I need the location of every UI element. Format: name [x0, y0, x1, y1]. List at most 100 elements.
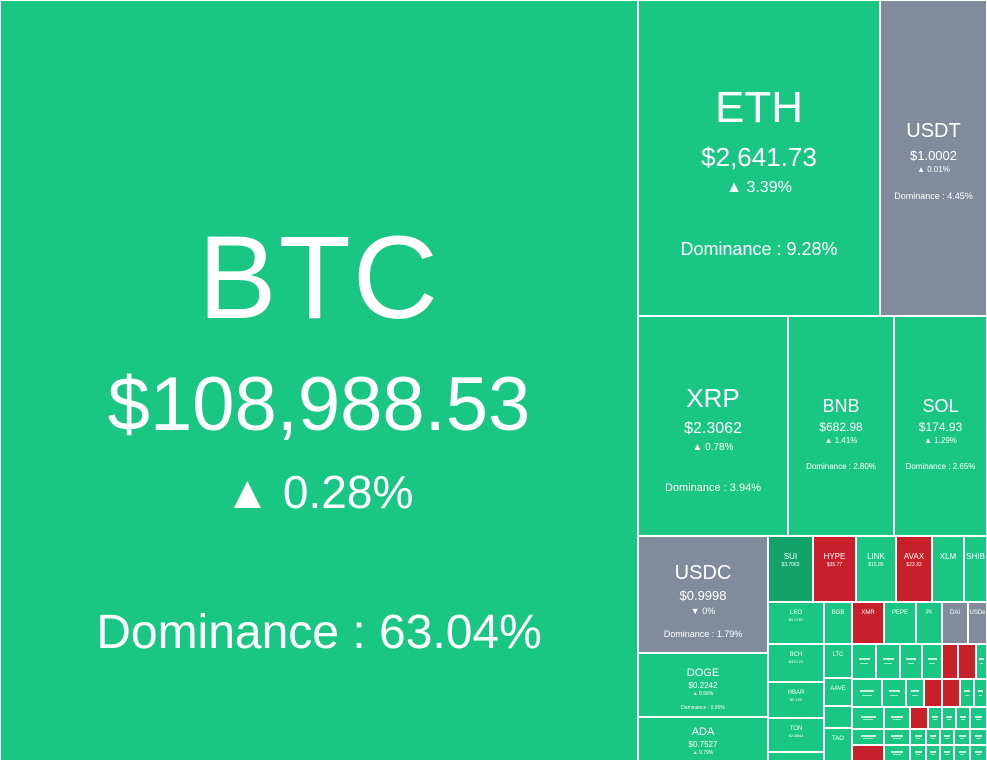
tile-sol[interactable]: SOL $174.93 ▲ 1.29% Dominance : 2.65%: [894, 316, 987, 536]
tile-price: $2.8844: [788, 733, 804, 738]
tile-ada[interactable]: ADA $0.7527 ▲ 0.79%: [638, 717, 768, 761]
tile-price: $2.3062: [684, 420, 742, 437]
tile-near[interactable]: [882, 679, 906, 707]
tile-usde[interactable]: USDe: [968, 602, 987, 644]
tile-symbol: HYPE: [823, 552, 846, 561]
tile-change: ▲ 0.28%: [224, 466, 414, 518]
tile-mini-17[interactable]: [940, 729, 954, 745]
tile-mini-12[interactable]: [970, 707, 987, 729]
tile-mini-14[interactable]: [884, 729, 910, 745]
tile-change: ▲ 0.56%: [692, 691, 714, 697]
tile-symbol: SOL: [922, 396, 959, 416]
tile-etc[interactable]: [876, 644, 900, 679]
tile-mini-11[interactable]: [956, 707, 970, 729]
tile-mini-25[interactable]: [970, 745, 987, 761]
tile-dot[interactable]: [824, 706, 852, 728]
tile-bgb[interactable]: BGB: [824, 602, 852, 644]
tile-ton[interactable]: TON $2.8844: [768, 718, 824, 752]
tile-icp[interactable]: [906, 679, 924, 707]
tile-mini-23[interactable]: [940, 745, 954, 761]
tile-symbol: HBAR: [787, 690, 805, 696]
tile-avax[interactable]: AVAX $23.33: [896, 536, 932, 602]
tile-change: ▲ 3.39%: [726, 179, 792, 196]
tile-price: $0.7527: [688, 740, 718, 749]
tile-symbol: USDC: [674, 562, 732, 584]
tile-apt[interactable]: [852, 679, 882, 707]
tile-hbar[interactable]: HBAR $0.190: [768, 682, 824, 718]
tile-mini-10[interactable]: [942, 707, 956, 729]
tile-shib[interactable]: SHIB: [964, 536, 987, 602]
tile-mini-13[interactable]: [852, 729, 884, 745]
tile-uni[interactable]: [852, 644, 876, 679]
tile-mini-6[interactable]: [974, 679, 987, 707]
tile-mini-15[interactable]: [910, 729, 926, 745]
tile-mini-8[interactable]: [884, 707, 910, 729]
tile-hype[interactable]: HYPE $35.77: [813, 536, 856, 602]
tile-aave[interactable]: AAVE: [824, 678, 852, 706]
tile-symbol: XRP: [686, 383, 740, 413]
tile-price: $0.9998: [679, 588, 727, 603]
tile-mini-21[interactable]: [910, 745, 926, 761]
tile-xlm[interactable]: XLM: [932, 536, 964, 602]
tile-dominance: Dominance : 2.80%: [806, 462, 876, 471]
tile-doge[interactable]: DOGE $0.2242 ▲ 0.56% Dominance : 0.95%: [638, 653, 768, 717]
tile-dominance: Dominance : 4.45%: [894, 191, 973, 201]
tile-symbol: PEPE: [891, 610, 908, 616]
tile-symbol: ADA: [691, 726, 715, 738]
tile-change: ▲ 1.29%: [924, 436, 957, 445]
tile-mini-5[interactable]: [960, 679, 974, 707]
tile-symbol: PI: [926, 610, 932, 616]
tile-symbol: ETH: [715, 83, 803, 132]
tile-symbol: AVAX: [903, 552, 925, 561]
tile-btc[interactable]: BTC $108,988.53 ▲ 0.28% Dominance : 63.0…: [0, 0, 638, 761]
tile-mini-9[interactable]: [928, 707, 942, 729]
tile-price: $2,641.73: [701, 142, 817, 172]
tile-loss-4[interactable]: [942, 679, 960, 707]
tile-symbol: TON: [789, 726, 803, 732]
tile-symbol: BCH: [789, 652, 803, 658]
tile-ltc[interactable]: LTC: [824, 644, 852, 678]
tile-mini-19[interactable]: [970, 729, 987, 745]
tile-symbol: BGB: [831, 610, 845, 616]
tile-mini[interactable]: [768, 752, 824, 761]
tile-symbol: SHIB: [966, 552, 985, 561]
tile-xmr[interactable]: XMR: [852, 602, 884, 644]
tile-loss-5[interactable]: [910, 707, 928, 729]
tile-dominance: Dominance : 1.79%: [663, 629, 743, 639]
tile-symbol: BTC: [198, 212, 440, 344]
tile-cro[interactable]: [976, 644, 987, 679]
tile-symbol: USDT: [906, 120, 961, 142]
tile-leo[interactable]: LEO $9.0781: [768, 602, 824, 644]
tile-trx[interactable]: [900, 644, 922, 679]
tile-dai[interactable]: DAI: [942, 602, 968, 644]
tile-usdc[interactable]: USDC $0.9998 ▼ 0% Dominance : 1.79%: [638, 536, 768, 653]
tile-dominance: Dominance : 63.04%: [96, 606, 542, 659]
tile-link[interactable]: LINK $15.85: [856, 536, 896, 602]
tile-loss-1[interactable]: [942, 644, 958, 679]
tile-price: $410.21: [788, 659, 804, 664]
tile-mini-24[interactable]: [954, 745, 970, 761]
tile-change: ▲ 0.79%: [692, 750, 714, 756]
tile-loss-2[interactable]: [958, 644, 976, 679]
tile-mini-20[interactable]: [884, 745, 910, 761]
tile-mini-22[interactable]: [926, 745, 940, 761]
tile-loss-3[interactable]: [924, 679, 942, 707]
tile-symbol: TAO: [832, 736, 844, 742]
tile-usdt[interactable]: USDT $1.0002 ▲ 0.01% Dominance : 4.45%: [880, 0, 987, 316]
tile-bnb[interactable]: BNB $682.98 ▲ 1.41% Dominance : 2.80%: [788, 316, 894, 536]
tile-loss-6[interactable]: [852, 745, 884, 761]
tile-eth[interactable]: ETH $2,641.73 ▲ 3.39% Dominance : 9.28%: [638, 0, 880, 316]
tile-symbol: LEO: [789, 610, 802, 616]
tile-tao[interactable]: TAO: [824, 728, 852, 761]
tile-pepe[interactable]: PEPE: [884, 602, 916, 644]
tile-bch[interactable]: BCH $410.21: [768, 644, 824, 682]
tile-sui[interactable]: SUI $3.7063: [768, 536, 813, 602]
tile-mini-16[interactable]: [926, 729, 940, 745]
tile-mini-7[interactable]: [852, 707, 884, 729]
tile-mini-18[interactable]: [954, 729, 970, 745]
tile-price: $1.0002: [910, 148, 957, 163]
tile-pi[interactable]: PI: [916, 602, 942, 644]
tile-price: $35.77: [826, 562, 843, 568]
tile-xrp[interactable]: XRP $2.3062 ▲ 0.78% Dominance : 3.94%: [638, 316, 788, 536]
tile-okb[interactable]: [922, 644, 942, 679]
